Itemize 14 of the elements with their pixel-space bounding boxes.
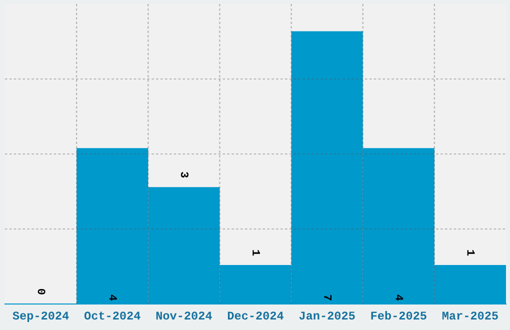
x-tick-label: Mar-2025 bbox=[442, 312, 498, 320]
data-label: 1 bbox=[467, 250, 475, 256]
x-tick-label: Jan-2025 bbox=[299, 312, 355, 320]
data-label: 3 bbox=[180, 172, 188, 178]
data-label: 4 bbox=[396, 294, 404, 301]
x-tick-label: Nov-2024 bbox=[156, 312, 212, 320]
data-label: 4 bbox=[109, 294, 117, 301]
data-label: 0 bbox=[38, 288, 46, 294]
x-tick-label: Feb-2025 bbox=[371, 310, 426, 320]
data-label: 7 bbox=[324, 295, 332, 300]
x-tick-label: Oct-2024 bbox=[84, 312, 140, 320]
data-label: 1 bbox=[252, 250, 260, 256]
x-tick-label: Dec-2024 bbox=[228, 312, 284, 320]
x-tick-label: Sep-2024 bbox=[12, 312, 69, 322]
